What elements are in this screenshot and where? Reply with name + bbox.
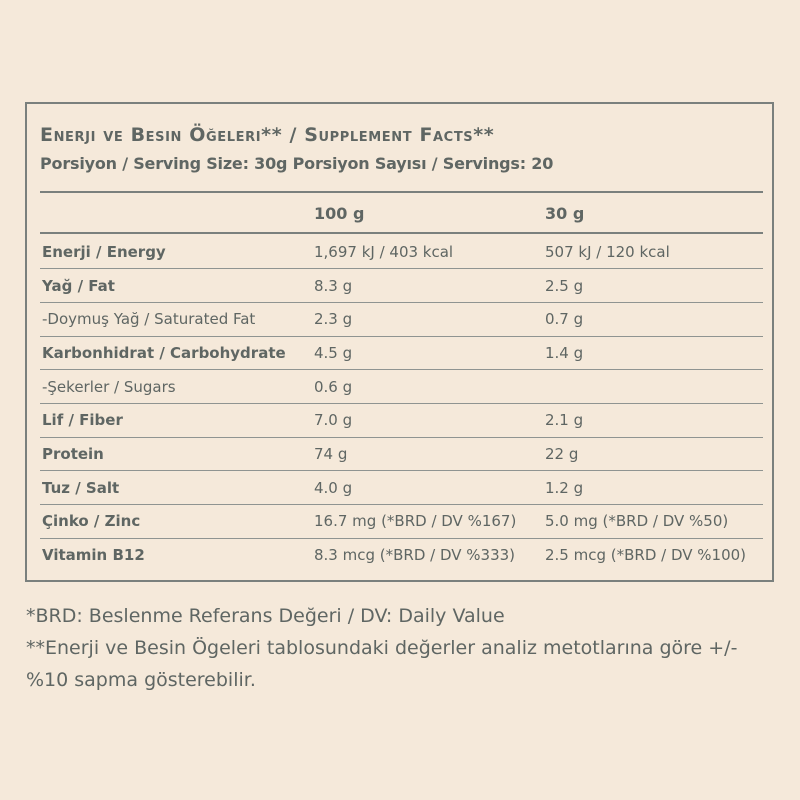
value-per-30g: 2.5 g xyxy=(543,268,763,303)
value-per-100g: 2.3 g xyxy=(312,302,543,337)
table-row: Vitamin B12 8.3 mcg (*BRD / DV %333) 2.5 m… xyxy=(40,538,763,572)
value-per-30g: 2.5 mcg (*BRD / DV %100) xyxy=(545,546,747,565)
nutrient-name: Çinko / Zinc xyxy=(40,504,312,539)
nutrient-name: Enerji / Energy xyxy=(40,235,312,270)
nutrient-name: Yağ / Fat xyxy=(40,268,312,303)
nutrient-name: Tuz / Salt xyxy=(40,470,312,505)
value-per-30g: 22 g xyxy=(543,437,763,472)
supplement-facts-panel: Enerji ve Besin Öğeleri** / Supplement F… xyxy=(25,102,774,582)
value-per-30g: 5.0 mg (*BRD / DV %50) xyxy=(543,504,763,539)
value-per-100g: 4.0 g xyxy=(312,470,543,505)
value-per-100g: 7.0 g xyxy=(312,403,543,438)
table-row: Çinko / Zinc 16.7 mg (*BRD / DV %167) 5.0 … xyxy=(40,504,763,539)
table-row: Lif / Fiber 7.0 g 2.1 g xyxy=(40,403,763,438)
value-per-30g: 1.2 g xyxy=(543,470,763,505)
value-per-100g: 16.7 mg (*BRD / DV %167) xyxy=(312,504,543,539)
footnotes: *BRD: Beslenme Referans Değeri / DV: Dai… xyxy=(26,600,766,696)
value-per-30g: 1.4 g xyxy=(543,336,763,371)
value-per-100g: 0.6 g xyxy=(312,369,543,404)
footnote-brd: *BRD: Beslenme Referans Değeri / DV: Dai… xyxy=(26,605,505,627)
value-per-30g: 0.7 g xyxy=(543,302,763,337)
panel-title: Enerji ve Besin Öğeleri** / Supplement F… xyxy=(40,124,495,146)
value-per-30g xyxy=(543,369,763,404)
column-header-100g: 100 g xyxy=(314,204,365,223)
nutrient-name: -Şekerler / Sugars xyxy=(40,369,312,404)
nutrient-name: Vitamin B12 xyxy=(42,546,145,565)
table-row: -Doymuş Yağ / Saturated Fat 2.3 g 0.7 g xyxy=(40,302,763,337)
value-per-100g: 8.3 mcg (*BRD / DV %333) xyxy=(314,546,516,565)
table-row: Tuz / Salt 4.0 g 1.2 g xyxy=(40,470,763,505)
column-header-rule xyxy=(40,232,763,234)
footnote-tolerance: **Enerji ve Besin Ögeleri tablosundaki d… xyxy=(26,637,738,691)
value-per-100g: 1,697 kJ / 403 kcal xyxy=(312,235,543,270)
value-per-100g: 74 g xyxy=(312,437,543,472)
table-row: -Şekerler / Sugars 0.6 g xyxy=(40,369,763,404)
nutrient-name: Protein xyxy=(40,437,312,472)
value-per-30g: 507 kJ / 120 kcal xyxy=(543,235,763,270)
serving-info: Porsiyon / Serving Size: 30g Porsiyon Sa… xyxy=(40,154,554,173)
column-header-30g: 30 g xyxy=(545,204,585,223)
table-row: Yağ / Fat 8.3 g 2.5 g xyxy=(40,268,763,303)
table-row: Protein 74 g 22 g xyxy=(40,437,763,472)
nutrient-name: Karbonhidrat / Carbohydrate xyxy=(40,336,312,371)
value-per-100g: 4.5 g xyxy=(312,336,543,371)
nutrition-table: Enerji / Energy 1,697 kJ / 403 kcal 507 kJ… xyxy=(40,235,763,572)
value-per-30g: 2.1 g xyxy=(543,403,763,438)
nutrient-name: Lif / Fiber xyxy=(40,403,312,438)
value-per-100g: 8.3 g xyxy=(312,268,543,303)
table-row: Karbonhidrat / Carbohydrate 4.5 g 1.4 g xyxy=(40,336,763,371)
table-row: Enerji / Energy 1,697 kJ / 403 kcal 507 kJ… xyxy=(40,235,763,270)
header-rule xyxy=(40,191,763,193)
nutrient-name: -Doymuş Yağ / Saturated Fat xyxy=(40,302,312,337)
